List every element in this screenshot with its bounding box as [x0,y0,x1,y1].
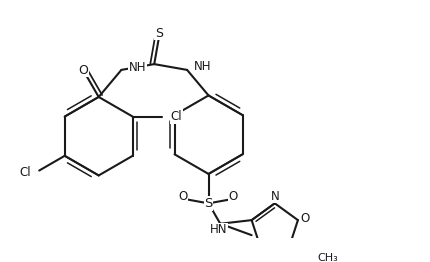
Text: Cl: Cl [19,166,31,179]
Text: S: S [204,197,213,210]
Text: S: S [155,27,163,40]
Text: CH₃: CH₃ [318,253,338,262]
Text: O: O [178,190,187,203]
Text: O: O [229,190,238,203]
Text: O: O [300,212,310,225]
Text: NH: NH [129,61,146,74]
Text: HN: HN [209,223,227,236]
Text: Cl: Cl [171,110,182,123]
Text: N: N [270,190,279,203]
Text: O: O [78,63,88,77]
Text: NH: NH [194,60,212,73]
